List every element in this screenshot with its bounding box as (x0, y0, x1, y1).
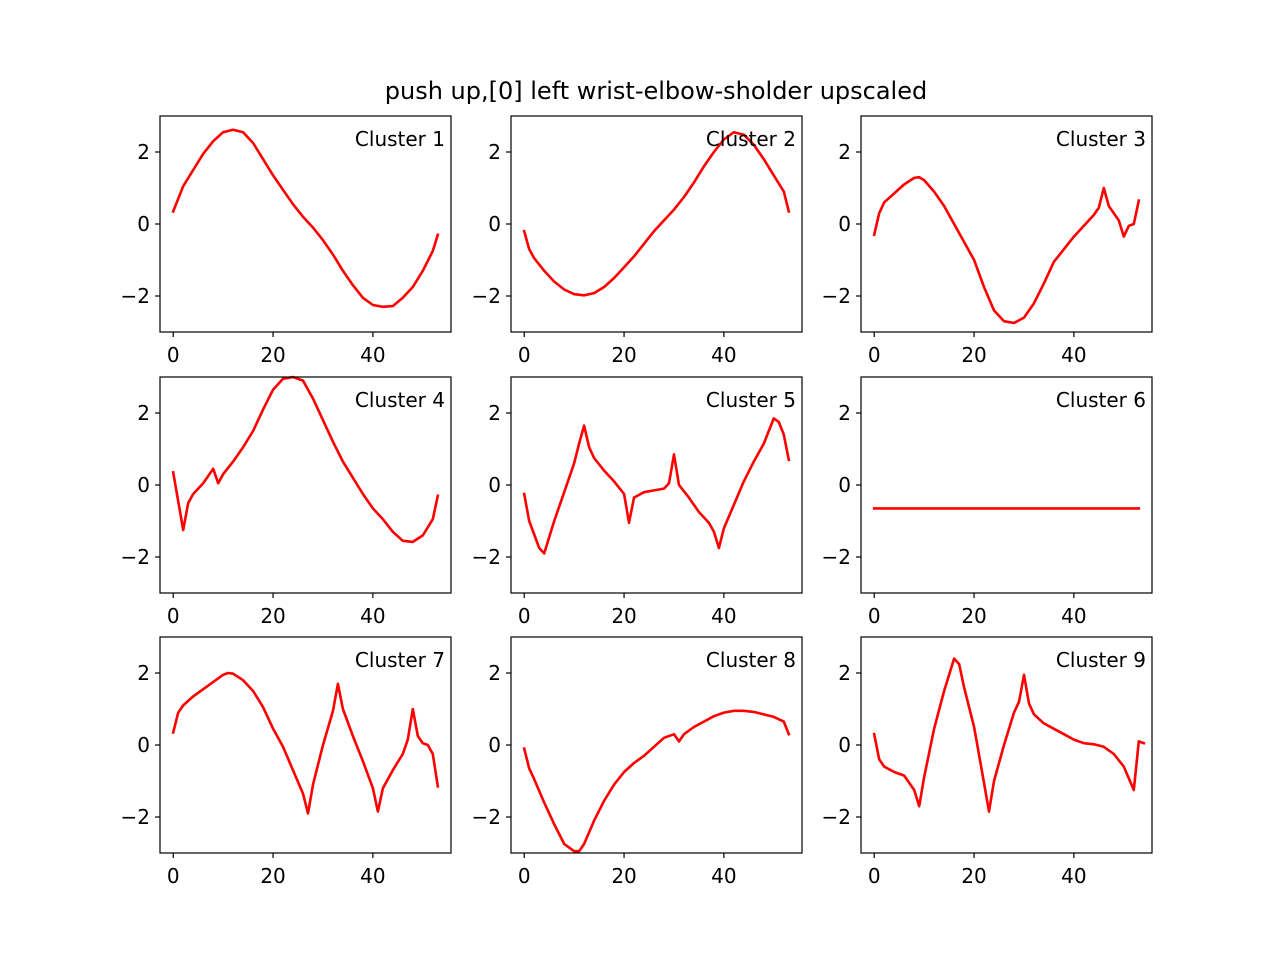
x-tick-label: 40 (711, 604, 736, 628)
y-tick-label: 2 (137, 401, 150, 425)
x-tick-label: 40 (1061, 604, 1086, 628)
subplot-cluster-3: 0 20 40 −2 0 2 Cluster 3 (822, 115, 1153, 367)
y-tick-label: 2 (838, 140, 851, 164)
panel-label: Cluster 8 (706, 648, 796, 672)
series-line-cluster-8 (522, 709, 791, 853)
y-tick-label: 2 (488, 401, 501, 425)
series-line-cluster-2 (522, 130, 791, 297)
x-tick-label: 0 (868, 864, 881, 888)
y-tick-label: −2 (121, 545, 150, 569)
y-tick-label: 0 (838, 212, 851, 236)
x-tick-label: 40 (1061, 343, 1086, 367)
panel-label: Cluster 9 (1056, 648, 1146, 672)
y-tick-label: 0 (838, 733, 851, 757)
x-tick-label: 0 (167, 343, 180, 367)
panel-label: Cluster 2 (706, 127, 796, 151)
y-tick-label: −2 (121, 284, 150, 308)
y-tick-label: 0 (137, 473, 150, 497)
panel-label: Cluster 4 (355, 388, 445, 412)
x-tick-label: 20 (260, 864, 285, 888)
y-tick-label: 2 (137, 140, 150, 164)
x-tick-label: 0 (518, 604, 531, 628)
subplot-cluster-2: 0 20 40 −2 0 2 Cluster 2 (472, 115, 803, 367)
y-tick-label: 2 (838, 401, 851, 425)
series-line-cluster-9 (872, 657, 1146, 813)
y-tick-label: 0 (488, 733, 501, 757)
x-tick-label: 40 (711, 864, 736, 888)
y-tick-label: 2 (838, 661, 851, 685)
panel-label: Cluster 6 (1056, 388, 1146, 412)
x-tick-label: 40 (360, 343, 385, 367)
x-tick-label: 20 (611, 864, 636, 888)
x-tick-label: 20 (961, 343, 986, 367)
y-tick-label: −2 (472, 545, 501, 569)
panel-label: Cluster 1 (355, 127, 445, 151)
y-tick-label: −2 (822, 805, 851, 829)
subplot-cluster-9: 0 20 40 −2 0 2 Cluster 9 (822, 636, 1153, 888)
subplot-cluster-7: 0 20 40 −2 0 2 Cluster 7 (121, 636, 452, 888)
x-tick-label: 20 (961, 604, 986, 628)
x-tick-label: 40 (360, 864, 385, 888)
y-tick-label: 2 (488, 140, 501, 164)
x-tick-label: 40 (711, 343, 736, 367)
x-tick-label: 0 (868, 343, 881, 367)
x-tick-label: 0 (167, 604, 180, 628)
series-line-cluster-5 (522, 417, 791, 555)
y-tick-label: 2 (488, 661, 501, 685)
x-tick-label: 20 (611, 604, 636, 628)
subplot-cluster-1: 0 20 40 −2 0 2 Cluster 1 (121, 115, 452, 367)
x-tick-label: 40 (360, 604, 385, 628)
x-tick-label: 0 (868, 604, 881, 628)
panel-label: Cluster 7 (355, 648, 445, 672)
series-line-cluster-4 (171, 375, 440, 544)
y-tick-label: −2 (472, 805, 501, 829)
series-line-cluster-7 (171, 671, 440, 815)
x-tick-label: 20 (260, 343, 285, 367)
panel-label: Cluster 3 (1056, 127, 1146, 151)
y-tick-label: 0 (137, 733, 150, 757)
y-tick-label: −2 (822, 284, 851, 308)
y-tick-label: 0 (488, 473, 501, 497)
subplot-cluster-4: 0 20 40 −2 0 2 Cluster 4 (121, 375, 452, 628)
y-tick-label: −2 (121, 805, 150, 829)
y-tick-label: 0 (488, 212, 501, 236)
series-line-cluster-3 (872, 175, 1141, 325)
x-tick-label: 40 (1061, 864, 1086, 888)
x-tick-label: 20 (611, 343, 636, 367)
y-tick-label: 0 (838, 473, 851, 497)
x-tick-label: 0 (518, 864, 531, 888)
y-tick-label: 2 (137, 661, 150, 685)
y-tick-label: −2 (822, 545, 851, 569)
x-tick-label: 0 (167, 864, 180, 888)
y-tick-label: −2 (472, 284, 501, 308)
subplot-cluster-8: 0 20 40 −2 0 2 Cluster 8 (472, 636, 803, 888)
series-line-cluster-1 (171, 128, 440, 309)
panel-label: Cluster 5 (706, 388, 796, 412)
x-tick-label: 20 (260, 604, 285, 628)
subplot-cluster-6: 0 20 40 −2 0 2 Cluster 6 (822, 376, 1153, 628)
x-tick-label: 0 (518, 343, 531, 367)
figure-title: push up,[0] left wrist-elbow-sholder ups… (385, 77, 927, 105)
y-tick-label: 0 (137, 212, 150, 236)
x-tick-label: 20 (961, 864, 986, 888)
subplot-cluster-5: 0 20 40 −2 0 2 Cluster 5 (472, 376, 803, 628)
